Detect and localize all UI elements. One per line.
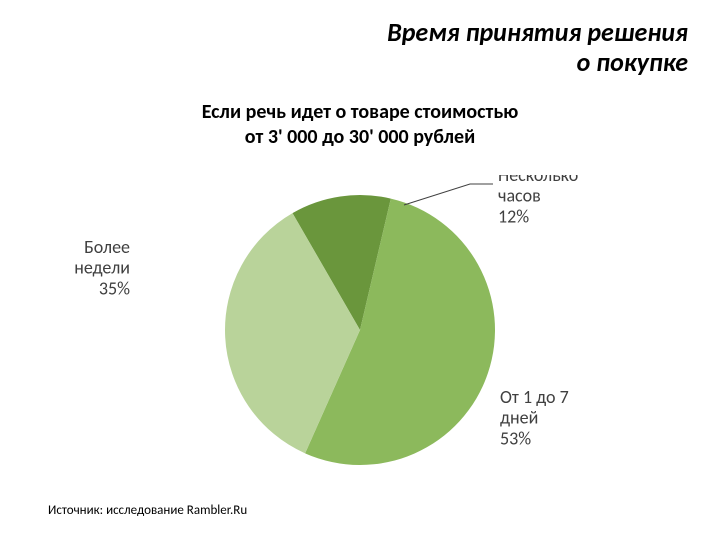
- title-line-1: Время принятия решения: [387, 16, 688, 48]
- slide: Время принятия решения о покупке Если ре…: [0, 0, 720, 540]
- pie-label-0: Несколькочасов12%: [498, 175, 578, 227]
- title-line-2: о покупке: [577, 46, 688, 78]
- subtitle-line-2: от 3' 000 до 30' 000 рублей: [245, 125, 475, 149]
- slide-subtitle: Если речь идет о товаре стоимостью от 3'…: [0, 100, 720, 150]
- subtitle-line-1: Если речь идет о товаре стоимостью: [202, 100, 519, 124]
- pie-chart: Несколькочасов12% От 1 до 7дней53% Болеене…: [0, 175, 720, 505]
- callout-line: [404, 184, 493, 205]
- pie-label-1: От 1 до 7дней53%: [500, 386, 569, 449]
- pie-label-2: Болеенедели35%: [74, 236, 130, 299]
- slide-title: Время принятия решения о покупке: [387, 18, 688, 78]
- source-text: Источник: исследование Rambler.Ru: [48, 503, 247, 518]
- source-attribution: Источник: исследование Rambler.Ru: [48, 503, 247, 518]
